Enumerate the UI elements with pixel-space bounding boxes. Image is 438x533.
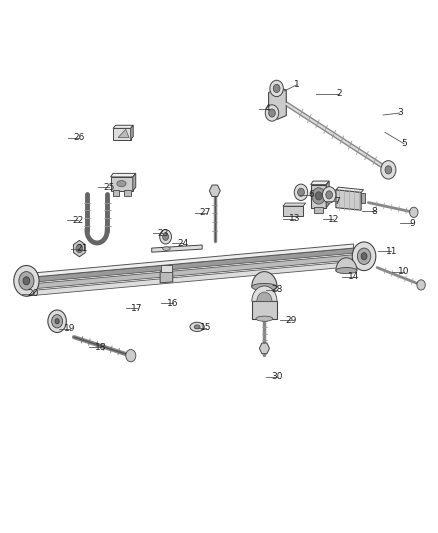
Text: 29: 29 <box>286 316 297 325</box>
Polygon shape <box>25 248 353 283</box>
Polygon shape <box>113 125 133 128</box>
Circle shape <box>326 191 332 199</box>
Text: 9: 9 <box>410 219 415 228</box>
Text: 24: 24 <box>178 239 189 248</box>
Polygon shape <box>336 190 361 210</box>
Text: 4: 4 <box>265 104 270 114</box>
Circle shape <box>361 253 367 260</box>
Text: 30: 30 <box>271 372 283 381</box>
Text: 26: 26 <box>74 133 85 142</box>
Text: 15: 15 <box>200 324 211 333</box>
Polygon shape <box>311 184 326 208</box>
Circle shape <box>315 192 322 200</box>
Text: 16: 16 <box>167 299 179 308</box>
Text: 3: 3 <box>397 109 403 117</box>
Text: 22: 22 <box>73 216 84 225</box>
Circle shape <box>385 166 392 174</box>
Polygon shape <box>131 125 133 140</box>
Text: 25: 25 <box>103 183 114 192</box>
Wedge shape <box>252 286 277 301</box>
Text: 28: 28 <box>271 285 283 294</box>
Circle shape <box>417 280 425 290</box>
Polygon shape <box>110 177 133 191</box>
Polygon shape <box>110 173 136 177</box>
Polygon shape <box>152 245 202 252</box>
Polygon shape <box>209 185 220 197</box>
Ellipse shape <box>162 247 170 251</box>
Text: 10: 10 <box>398 267 410 276</box>
Polygon shape <box>311 181 329 184</box>
Polygon shape <box>326 181 329 208</box>
FancyBboxPatch shape <box>314 207 323 213</box>
Circle shape <box>381 160 396 179</box>
Text: 13: 13 <box>289 214 300 223</box>
Circle shape <box>268 109 276 117</box>
Circle shape <box>19 272 34 290</box>
Text: 17: 17 <box>131 304 143 313</box>
Polygon shape <box>25 244 353 278</box>
Circle shape <box>126 350 136 362</box>
Polygon shape <box>25 261 353 296</box>
Circle shape <box>48 310 67 333</box>
Circle shape <box>294 184 308 200</box>
Polygon shape <box>74 240 85 257</box>
Polygon shape <box>252 301 277 319</box>
Text: 18: 18 <box>95 343 106 352</box>
FancyBboxPatch shape <box>161 265 172 272</box>
FancyBboxPatch shape <box>361 193 365 203</box>
Circle shape <box>55 319 59 324</box>
Circle shape <box>298 188 304 196</box>
Text: 11: 11 <box>385 247 397 256</box>
Text: 6: 6 <box>309 190 314 199</box>
Polygon shape <box>113 128 131 140</box>
Polygon shape <box>259 343 269 354</box>
Polygon shape <box>336 187 364 192</box>
Text: 14: 14 <box>348 272 359 281</box>
Circle shape <box>322 187 336 203</box>
Text: 19: 19 <box>64 325 75 334</box>
Circle shape <box>273 84 280 93</box>
Ellipse shape <box>256 316 273 321</box>
Wedge shape <box>257 292 272 301</box>
Circle shape <box>52 314 63 328</box>
Ellipse shape <box>336 268 357 273</box>
Ellipse shape <box>190 322 204 332</box>
Text: 1: 1 <box>294 80 300 90</box>
Polygon shape <box>268 87 286 119</box>
Circle shape <box>352 242 376 271</box>
Text: 2: 2 <box>336 89 342 98</box>
Polygon shape <box>283 203 306 206</box>
Circle shape <box>410 207 418 217</box>
Text: 8: 8 <box>372 207 378 216</box>
Text: 27: 27 <box>200 208 211 217</box>
Circle shape <box>23 277 30 285</box>
Circle shape <box>312 188 325 204</box>
Circle shape <box>160 230 172 244</box>
Circle shape <box>270 80 283 96</box>
Ellipse shape <box>117 181 126 187</box>
Polygon shape <box>283 206 303 216</box>
Polygon shape <box>124 190 131 196</box>
Text: 7: 7 <box>334 197 339 206</box>
Text: 20: 20 <box>28 289 39 298</box>
Polygon shape <box>118 130 129 138</box>
Ellipse shape <box>252 284 277 290</box>
Circle shape <box>162 233 169 240</box>
Ellipse shape <box>194 325 200 329</box>
Polygon shape <box>113 190 119 196</box>
Text: 5: 5 <box>401 139 407 148</box>
Text: 23: 23 <box>158 229 169 238</box>
Polygon shape <box>133 173 136 191</box>
Circle shape <box>265 105 279 121</box>
Polygon shape <box>160 271 173 283</box>
Text: 12: 12 <box>328 215 339 224</box>
Circle shape <box>14 265 39 296</box>
Wedge shape <box>252 272 277 287</box>
Text: 21: 21 <box>77 244 88 253</box>
Polygon shape <box>25 255 353 289</box>
Circle shape <box>76 245 83 253</box>
Circle shape <box>357 248 371 264</box>
Wedge shape <box>336 258 357 271</box>
